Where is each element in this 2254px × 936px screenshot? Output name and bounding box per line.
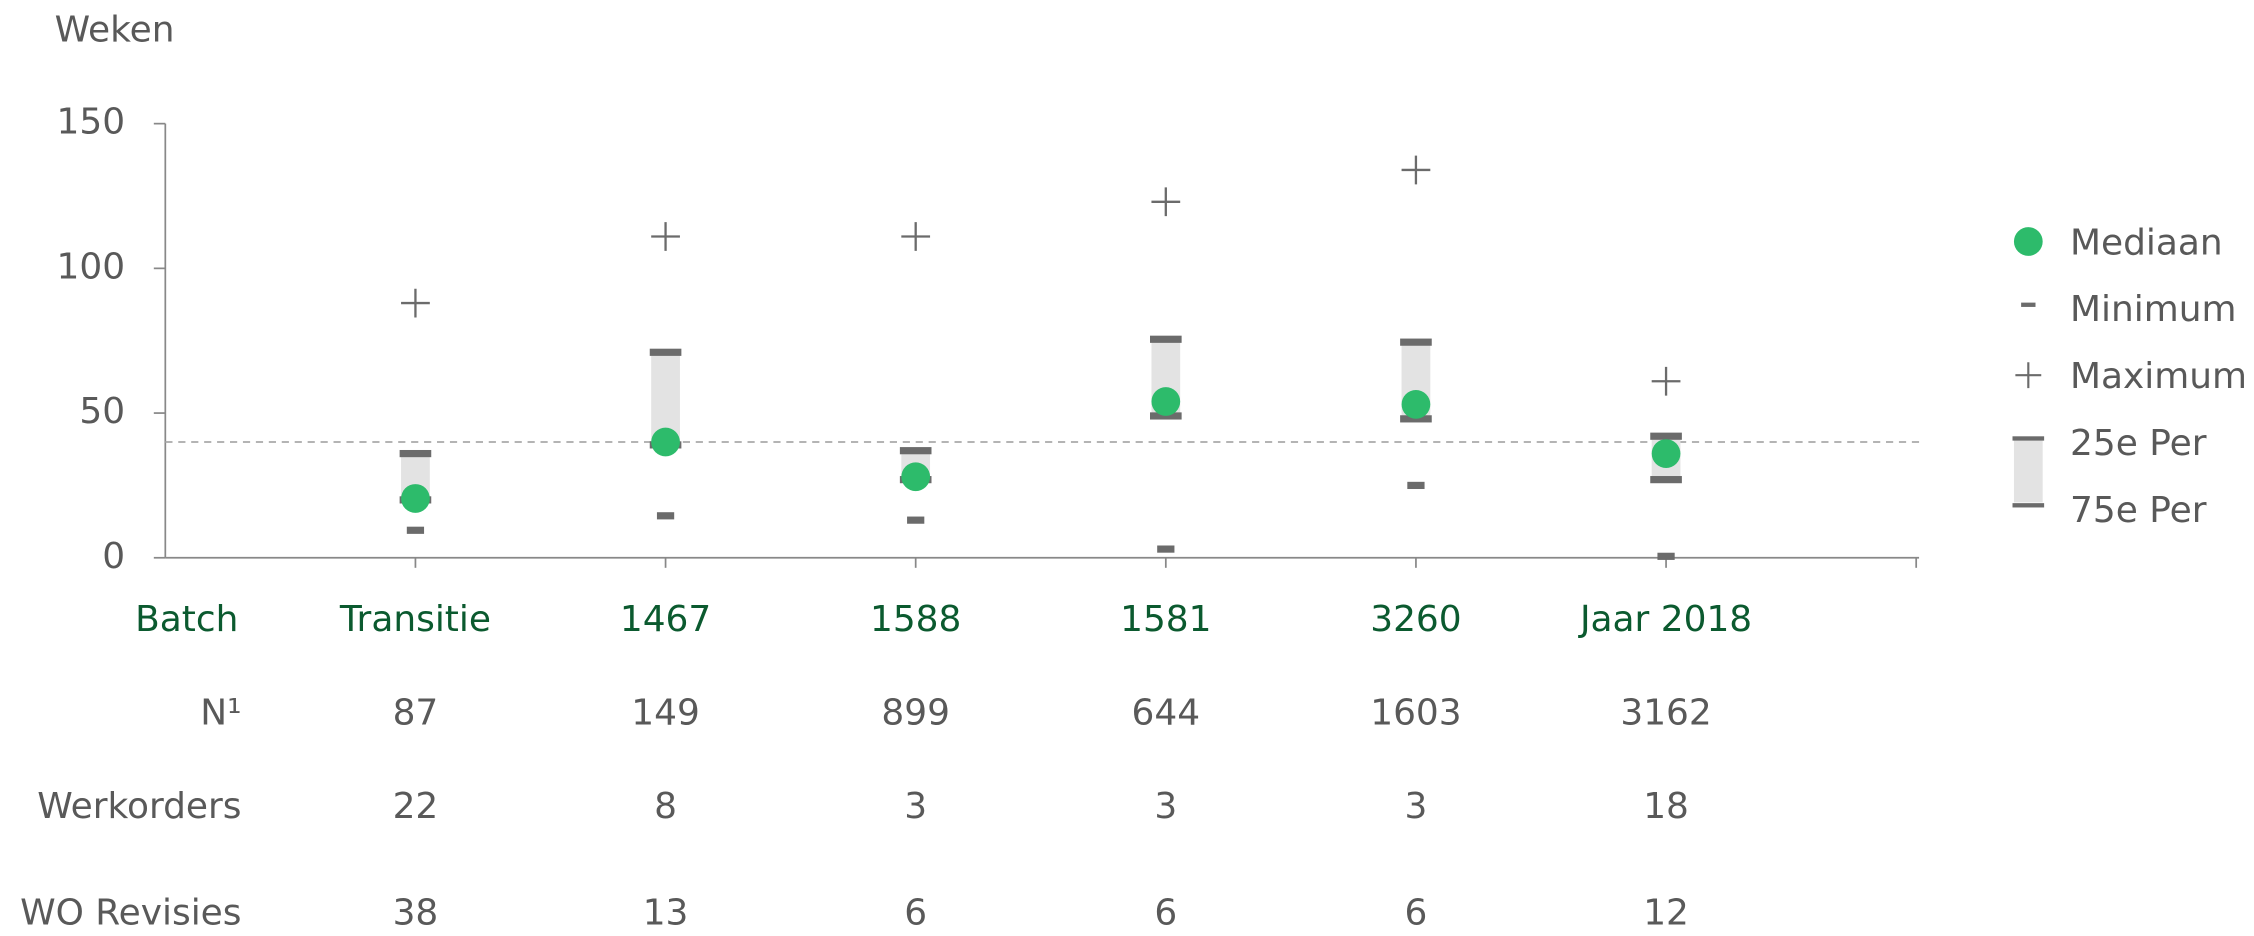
- category-header: Batch: [135, 599, 238, 640]
- table-cell: 899: [881, 692, 950, 733]
- p75-line: [649, 348, 682, 356]
- legend-p25: [2012, 436, 2045, 441]
- table-cell: 3: [904, 786, 927, 827]
- x-tick-label: Transitie: [339, 599, 491, 640]
- table-cell: 3162: [1620, 692, 1711, 733]
- table-cell: 12: [1643, 892, 1689, 933]
- x-tick-label: 1588: [870, 599, 961, 640]
- median-dot: [651, 427, 680, 457]
- minimum-dash: [1407, 481, 1425, 490]
- maximum-plus: [651, 222, 680, 251]
- legend-p75: [2012, 503, 2045, 508]
- p75-line: [1150, 335, 1182, 343]
- table-cell: 8: [654, 786, 677, 827]
- legend-label: Minimum: [2070, 289, 2236, 330]
- table-cell: 644: [1132, 692, 1201, 733]
- x-tick-label: 3260: [1370, 599, 1461, 640]
- legend-label: Maximum: [2070, 356, 2247, 397]
- maximum-plus: [1401, 155, 1431, 185]
- minimum-dash: [406, 526, 425, 534]
- table-cell: 6: [1405, 892, 1428, 933]
- minimum-dash: [907, 516, 925, 524]
- legend-box: [2013, 439, 2043, 503]
- table-cell: 13: [643, 892, 689, 933]
- median-dot: [1151, 387, 1181, 416]
- table-cell: 18: [1643, 786, 1689, 827]
- median-dot: [1401, 390, 1431, 419]
- median-dot: [1651, 439, 1681, 468]
- legend-label: 75e Per: [2070, 490, 2207, 531]
- table-cell: 6: [1154, 892, 1177, 933]
- p25-line: [1400, 415, 1432, 423]
- p75-line: [1650, 432, 1682, 440]
- p75-line: [399, 449, 432, 458]
- y-tick-label: 0: [102, 536, 125, 577]
- p75-line: [1400, 338, 1432, 346]
- table-cell: 22: [393, 786, 439, 827]
- legend-label: 25e Per: [2070, 423, 2207, 464]
- y-axis-label: Weken: [55, 10, 175, 51]
- y-tick-label: 50: [79, 391, 125, 432]
- p25-line: [1150, 412, 1182, 420]
- table-cell: 3: [1405, 786, 1428, 827]
- y-tick-label: 100: [56, 246, 125, 287]
- legend-dash: [2021, 302, 2036, 307]
- table-cell: 38: [393, 892, 439, 933]
- minimum-dash: [1657, 552, 1675, 560]
- maximum-plus: [401, 288, 430, 318]
- legend-dot: [2013, 227, 2043, 256]
- table-cell: 3: [1154, 786, 1177, 827]
- x-tick-label: Jaar 2018: [1578, 599, 1752, 640]
- median-dot: [901, 462, 931, 492]
- legend-plus: [2015, 362, 2042, 389]
- x-tick-label: 1467: [620, 599, 711, 640]
- minimum-dash: [1157, 545, 1175, 553]
- y-tick-label: 150: [56, 102, 125, 143]
- row-label: WO Revisies: [20, 892, 241, 933]
- table-cell: 6: [904, 892, 927, 933]
- p75-line: [899, 447, 932, 455]
- legend-label: Mediaan: [2070, 222, 2223, 263]
- row-label: Werkorders: [37, 786, 241, 827]
- table-cell: 1603: [1370, 692, 1461, 733]
- minimum-dash: [656, 512, 675, 520]
- median-dot: [401, 484, 430, 513]
- table-cell: 149: [631, 692, 700, 733]
- row-label: N¹: [200, 692, 241, 733]
- maximum-plus: [1151, 187, 1181, 217]
- maximum-plus: [901, 222, 931, 251]
- table-cell: 87: [393, 692, 439, 733]
- p25-line: [1650, 476, 1682, 484]
- x-tick-label: 1581: [1120, 599, 1211, 640]
- maximum-plus: [1651, 366, 1681, 396]
